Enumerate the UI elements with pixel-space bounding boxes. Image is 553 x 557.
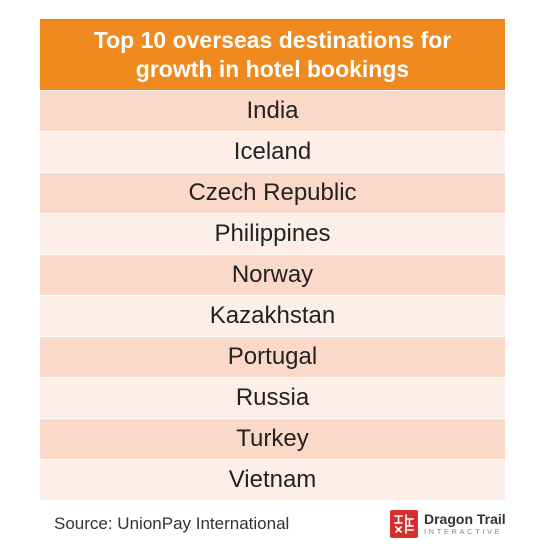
table-row: Philippines [40, 214, 505, 254]
logo-tagline: INTERACTIVE [424, 527, 503, 537]
table-row: Vietnam [40, 460, 505, 500]
destinations-table: Top 10 overseas destinations for growth … [40, 19, 505, 500]
table-row: Portugal [40, 337, 505, 377]
table-row: India [40, 91, 505, 131]
table-row: Iceland [40, 132, 505, 172]
table-row: Kazakhstan [40, 296, 505, 336]
table-row: Russia [40, 378, 505, 418]
seal-icon [390, 510, 418, 538]
table-row: Czech Republic [40, 173, 505, 213]
table-row: Norway [40, 255, 505, 295]
source-note: Source: UnionPay International [54, 514, 290, 533]
logo-name: Dragon Trail [424, 511, 506, 528]
table-title-line-1: Top 10 overseas destinations for [93, 26, 452, 53]
table-title-line-2: growth in hotel bookings [135, 55, 410, 82]
table-title: Top 10 overseas destinations for growth … [94, 26, 451, 84]
table-row: Turkey [40, 419, 505, 459]
table-header: Top 10 overseas destinations for growth … [40, 19, 505, 90]
table-rows: India Iceland Czech Republic Philippines Nor… [40, 91, 505, 500]
logo-text: Dragon Trail INTERACTIVE [424, 512, 506, 536]
dragon-trail-logo: Dragon Trail INTERACTIVE [390, 510, 506, 538]
